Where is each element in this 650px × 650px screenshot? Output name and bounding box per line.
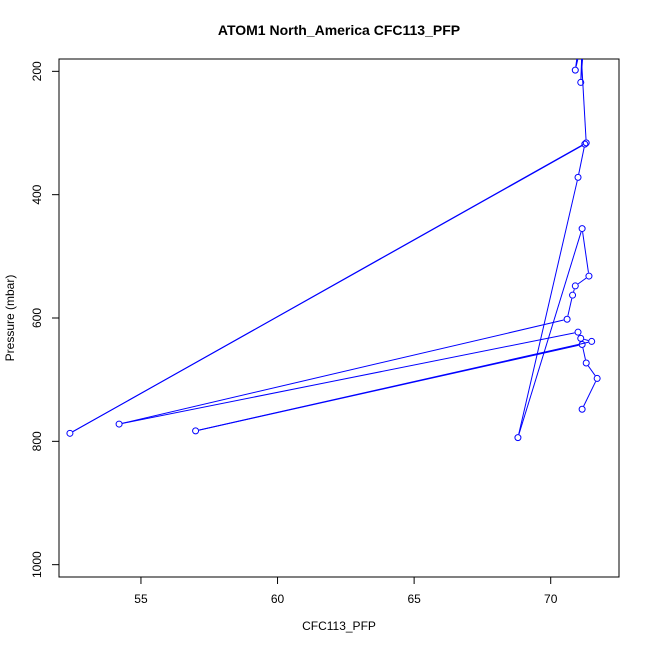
data-point	[578, 405, 586, 413]
data-point	[569, 291, 577, 299]
series-line-segment	[587, 365, 596, 376]
y-tick-label: 1000	[30, 551, 44, 578]
series-line-segment	[582, 347, 586, 360]
series-line-segment	[577, 277, 587, 285]
y-tick-label: 600	[30, 308, 44, 328]
chart-title: ATOM1 North_America CFC113_PFP	[218, 22, 460, 38]
data-point	[574, 328, 582, 336]
x-tick-label: 55	[134, 592, 148, 606]
data-point	[514, 434, 522, 442]
y-axis-label: Pressure (mbar)	[3, 275, 17, 362]
series-line-segment	[583, 338, 589, 341]
series-line-segment	[573, 289, 575, 292]
x-axis-label: CFC113_PFP	[302, 619, 376, 633]
data-point	[588, 337, 596, 345]
series-line-segment	[567, 298, 573, 316]
series-line-segment	[580, 59, 583, 79]
series-line-segment	[582, 231, 589, 273]
data-point	[582, 139, 590, 147]
data-layer	[66, 7, 601, 442]
data-point	[577, 334, 585, 342]
data-point	[571, 66, 579, 74]
x-tick-label: 65	[407, 592, 421, 606]
series-line-segment	[578, 147, 585, 175]
series-line-segment	[580, 59, 587, 140]
data-point	[580, 7, 586, 13]
series-line-segment	[575, 59, 579, 67]
data-point	[192, 427, 200, 435]
series-line-segment	[122, 319, 564, 424]
x-tick-label: 60	[271, 592, 285, 606]
data-point	[580, 44, 586, 50]
data-point	[578, 225, 586, 233]
series-line-segment	[583, 381, 597, 407]
data-point	[66, 429, 74, 437]
data-point	[578, 341, 586, 349]
series-line-segment	[122, 332, 575, 424]
data-point	[582, 359, 590, 367]
series-line-segment	[518, 180, 578, 435]
x-tick-label: 70	[544, 592, 558, 606]
series-line-segment	[518, 231, 582, 435]
data-point	[585, 272, 593, 280]
data-point	[574, 173, 582, 181]
plot-frame	[58, 58, 620, 578]
y-tick-label: 800	[30, 431, 44, 451]
data-point	[563, 315, 571, 323]
x-axis: 55 60 65 70	[134, 576, 558, 606]
data-point	[115, 420, 123, 428]
y-axis: 200 400 600 800 1000	[30, 61, 60, 578]
data-point	[571, 282, 579, 290]
y-tick-label: 400	[30, 184, 44, 204]
y-tick-label: 200	[30, 61, 44, 81]
data-point	[593, 374, 601, 382]
data-point	[577, 78, 585, 86]
series-line-segment	[198, 344, 579, 431]
series-line-segment	[72, 145, 583, 433]
data-point	[578, 44, 584, 50]
data-point	[581, 140, 589, 148]
